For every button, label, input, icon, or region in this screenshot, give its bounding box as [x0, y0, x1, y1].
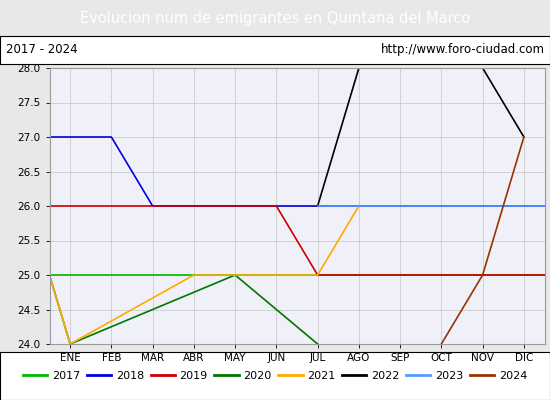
- Text: http://www.foro-ciudad.com: http://www.foro-ciudad.com: [381, 44, 544, 56]
- Legend: 2017, 2018, 2019, 2020, 2021, 2022, 2023, 2024: 2017, 2018, 2019, 2020, 2021, 2022, 2023…: [23, 371, 527, 381]
- Text: 2017 - 2024: 2017 - 2024: [6, 44, 77, 56]
- Text: Evolucion num de emigrantes en Quintana del Marco: Evolucion num de emigrantes en Quintana …: [80, 10, 470, 26]
